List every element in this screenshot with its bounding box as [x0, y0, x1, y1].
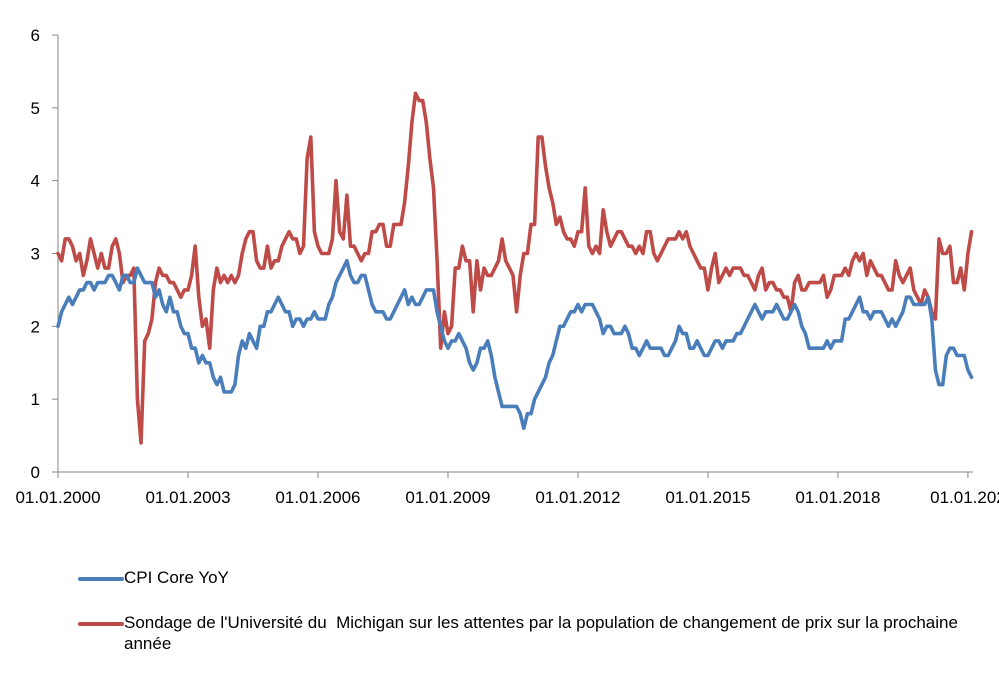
- series-group: [56, 91, 974, 445]
- y-tick-label: 0: [31, 463, 40, 482]
- legend-item-cpi: CPI Core YoY: [78, 567, 988, 588]
- legend-swatch-michigan: [78, 622, 124, 626]
- x-tick-label: 01.01.2000: [15, 488, 100, 507]
- x-tick-label: 01.01.2012: [535, 488, 620, 507]
- x-tick-label: 01.01.2003: [145, 488, 230, 507]
- legend: CPI Core YoY Sondage de l'Université du …: [78, 567, 988, 678]
- x-tick-label: 01.01.202: [930, 488, 999, 507]
- x-tick-label: 01.01.2006: [275, 488, 360, 507]
- y-tick-label: 4: [31, 172, 40, 191]
- y-tick-label: 2: [31, 317, 40, 336]
- legend-label-cpi: CPI Core YoY: [124, 568, 229, 587]
- y-tick-label: 5: [31, 99, 40, 118]
- x-tick-label: 01.01.2009: [405, 488, 490, 507]
- y-tick-label: 3: [31, 245, 40, 264]
- legend-item-michigan: Sondage de l'Université du Michigan sur …: [78, 612, 988, 654]
- y-tick-label: 1: [31, 390, 40, 409]
- legend-swatch-cpi: [78, 577, 124, 581]
- x-tick-label: 01.01.2018: [795, 488, 880, 507]
- y-axis: 0 1 2 3 4 5 6: [31, 26, 59, 482]
- series-line-cpi-core-yoy: [56, 258, 974, 431]
- x-axis: 01.01.2000 01.01.2003 01.01.2006 01.01.2009…: [15, 471, 999, 507]
- series-line-michigan-survey: [56, 91, 974, 445]
- y-tick-label: 6: [31, 26, 40, 45]
- x-tick-label: 01.01.2015: [665, 488, 750, 507]
- legend-label-michigan: Sondage de l'Université du Michigan sur …: [124, 613, 963, 653]
